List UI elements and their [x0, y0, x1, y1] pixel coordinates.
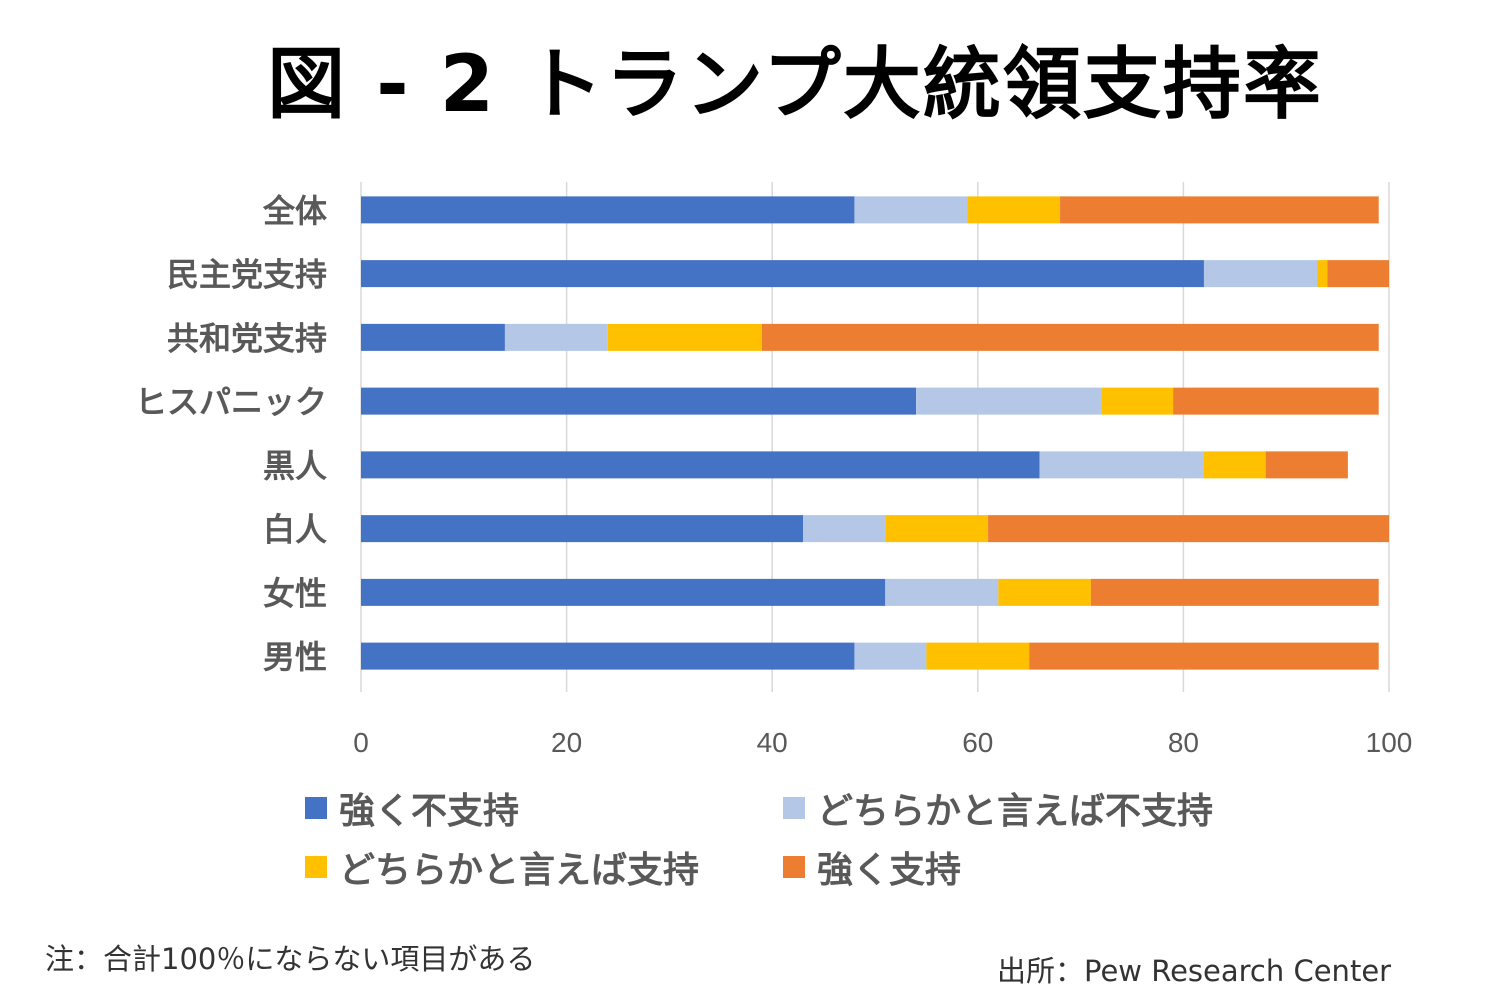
- bar-segment: [885, 515, 989, 543]
- bar-segment: [361, 196, 855, 224]
- legend-item-strongly-approve: 強く支持: [783, 841, 961, 893]
- bar-segment: [998, 578, 1091, 606]
- bar-segment: [803, 515, 886, 543]
- bar-segment: [967, 196, 1061, 224]
- bar-segment: [916, 387, 1102, 415]
- bar-segment: [854, 642, 927, 670]
- bar-segment: [361, 260, 1204, 288]
- x-tick-label: 60: [962, 727, 993, 758]
- bar-segment: [1039, 451, 1204, 479]
- bar-segment: [1029, 642, 1379, 670]
- bar-segment: [988, 515, 1389, 543]
- category-label: 全体: [262, 192, 327, 230]
- legend-label: どちらかと言えば不支持: [817, 791, 1214, 832]
- bar-segment: [1203, 260, 1318, 288]
- bar-segment: [1265, 451, 1348, 479]
- bar-segment: [607, 323, 762, 351]
- bar-segment: [504, 323, 608, 351]
- bar-segment: [854, 196, 968, 224]
- legend-swatch: [305, 797, 327, 819]
- x-tick-label: 80: [1168, 727, 1199, 758]
- source-note: 出所：Pew Research Center: [997, 954, 1392, 988]
- legend-item-somewhat-approve: どちらかと言えば支持: [305, 841, 699, 893]
- x-tick-label: 20: [551, 727, 582, 758]
- legend-label: 強く支持: [817, 850, 962, 891]
- legend-swatch: [783, 856, 805, 878]
- bar-segment: [761, 323, 1379, 351]
- legend-swatch: [783, 797, 805, 819]
- category-label: 白人: [263, 511, 327, 549]
- legend-swatch: [305, 856, 327, 878]
- category-label: 女性: [263, 574, 327, 612]
- category-label: 男性: [263, 638, 327, 676]
- legend-item-somewhat-disapprove: どちらかと言えば不支持: [783, 782, 1213, 834]
- bar-segment: [1090, 578, 1379, 606]
- bar-segment: [885, 578, 999, 606]
- bar-segment: [361, 451, 1040, 479]
- bar-segment: [361, 642, 855, 670]
- category-label: ヒスパニック: [135, 383, 327, 421]
- bar-segment: [926, 642, 1030, 670]
- legend-label: どちらかと言えば支持: [339, 850, 700, 891]
- bar-segment: [1327, 260, 1389, 288]
- bar-segment: [361, 323, 505, 351]
- footnote: 注：合計100％にならない項目がある: [45, 942, 536, 976]
- category-label: 黒人: [263, 447, 327, 485]
- bar-segment: [361, 578, 886, 606]
- category-label: 共和党支持: [167, 319, 327, 357]
- bar-segment: [361, 387, 917, 415]
- chart-title: 図 - 2 トランプ大統領支持率: [267, 40, 1323, 130]
- bar-segment: [1203, 451, 1266, 479]
- x-tick-label: 40: [757, 727, 788, 758]
- x-tick-label: 0: [353, 727, 369, 758]
- bar-segment: [361, 515, 804, 543]
- category-label: 民主党支持: [167, 256, 327, 294]
- bar-segment: [1060, 196, 1379, 224]
- legend-item-strongly-disapprove: 強く不支持: [305, 782, 519, 834]
- legend-label: 強く不支持: [339, 791, 520, 832]
- bar-segment: [1317, 260, 1328, 288]
- bar-segment: [1173, 387, 1379, 415]
- bar-segment: [1101, 387, 1174, 415]
- x-tick-label: 100: [1366, 727, 1413, 758]
